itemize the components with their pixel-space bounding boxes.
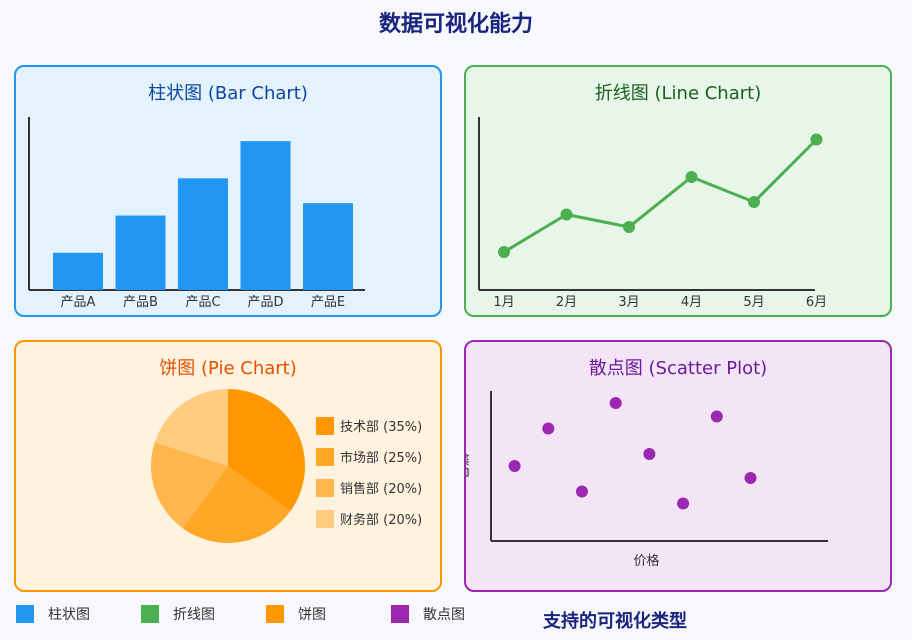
legend-swatch-line — [141, 605, 159, 623]
scatter-point — [643, 448, 656, 460]
pie-legend-label: 财务部 (20%) — [340, 512, 422, 528]
x-tick-label: 1月 — [493, 295, 514, 310]
pie-legend-swatch — [316, 510, 334, 528]
bar — [53, 252, 103, 290]
bar — [303, 203, 353, 290]
legend-label-line: 折线图 — [173, 607, 215, 623]
scatter-chart-title: 散点图 (Scatter Plot) — [588, 358, 768, 379]
legend-item-pie: 饼图 — [266, 603, 326, 625]
pie-legend-swatch — [316, 448, 334, 466]
legend-label-pie: 饼图 — [298, 607, 326, 623]
footer-title: 支持的可视化类型 — [543, 611, 687, 632]
x-tick-label: 3月 — [618, 295, 639, 310]
line-chart: 1月 2月 3月 4月 5月 6月 — [478, 117, 827, 310]
x-tick-label: 产品B — [123, 295, 158, 310]
pie-slice — [154, 389, 228, 466]
scatter-point — [710, 410, 723, 423]
line-point — [748, 196, 760, 208]
scatter-point — [609, 397, 622, 409]
x-tick-label: 6月 — [806, 295, 827, 310]
pie-slice — [228, 389, 306, 512]
legend-item-line: 折线图 — [141, 603, 215, 625]
pie-legend-label: 市场部 (25%) — [340, 450, 422, 466]
line-point — [623, 221, 635, 233]
legend-swatch-scatter — [391, 605, 409, 623]
bar — [240, 141, 291, 290]
bar-chart-title: 柱状图 (Bar Chart) — [148, 83, 308, 104]
scatter-chart: 价格 销量 — [466, 391, 828, 569]
x-tick-label: 产品D — [247, 295, 283, 310]
line-point — [685, 171, 698, 183]
pie-legend-swatch — [316, 417, 334, 435]
legend-label-bar: 柱状图 — [48, 607, 90, 623]
line-chart-panel: 折线图 (Line Chart) 1月 2月 3月 4月 5月 6月 — [464, 65, 892, 317]
scatter-point — [508, 460, 521, 472]
x-tick-label: 产品A — [61, 295, 96, 310]
x-axis-label: 价格 — [633, 553, 659, 569]
legend-swatch-pie — [266, 605, 284, 623]
bar-chart: 产品A 产品B 产品C 产品D 产品E — [28, 117, 365, 310]
x-tick-label: 2月 — [556, 295, 577, 310]
legend-swatch-bar — [16, 605, 34, 623]
pie-chart-title: 饼图 (Pie Chart) — [159, 358, 297, 379]
scatter-point — [542, 422, 555, 435]
x-tick-label: 产品E — [311, 295, 345, 310]
x-tick-label: 5月 — [743, 295, 764, 310]
x-tick-label: 产品C — [185, 295, 220, 310]
pie-legend-swatch — [316, 479, 334, 497]
line-point — [560, 208, 573, 221]
legend-label-scatter: 散点图 — [423, 607, 465, 623]
pie-legend-label: 技术部 (35%) — [340, 420, 422, 435]
line-chart-title: 折线图 (Line Chart) — [594, 83, 762, 104]
pie-slice — [151, 442, 228, 529]
scatter-point — [575, 485, 588, 498]
scatter-point — [744, 472, 757, 484]
x-tick-label: 4月 — [681, 295, 702, 310]
legend-item-scatter: 散点图 — [391, 603, 465, 625]
line-series — [503, 138, 818, 254]
scatter-point — [677, 497, 690, 510]
legend-item-bar: 柱状图 — [16, 603, 90, 625]
scatter-chart-panel: 散点图 (Scatter Plot) 价格 销量 — [464, 340, 892, 592]
pie-chart: 技术部 (35%) 市场部 (25%) 销售部 (20%) 财务部 (20%) — [151, 389, 422, 543]
line-point — [810, 133, 823, 146]
pie-slice — [182, 466, 291, 543]
pie-legend-label: 销售部 (20%) — [340, 481, 422, 497]
bar — [115, 215, 166, 290]
bar — [178, 178, 228, 290]
line-point — [498, 246, 510, 258]
pie-chart-panel: 饼图 (Pie Chart) 技术部 (35%) 市场部 (25%) 销售部 (20… — [14, 340, 442, 592]
bar-chart-panel: 柱状图 (Bar Chart) 产品A 产品B 产品C 产品D 产品E — [14, 65, 442, 317]
page-title: 数据可视化能力 — [378, 12, 533, 37]
y-axis-label: 销量 — [466, 453, 469, 479]
chart-type-legend: 柱状图 折线图 饼图 散点图 — [0, 603, 912, 629]
